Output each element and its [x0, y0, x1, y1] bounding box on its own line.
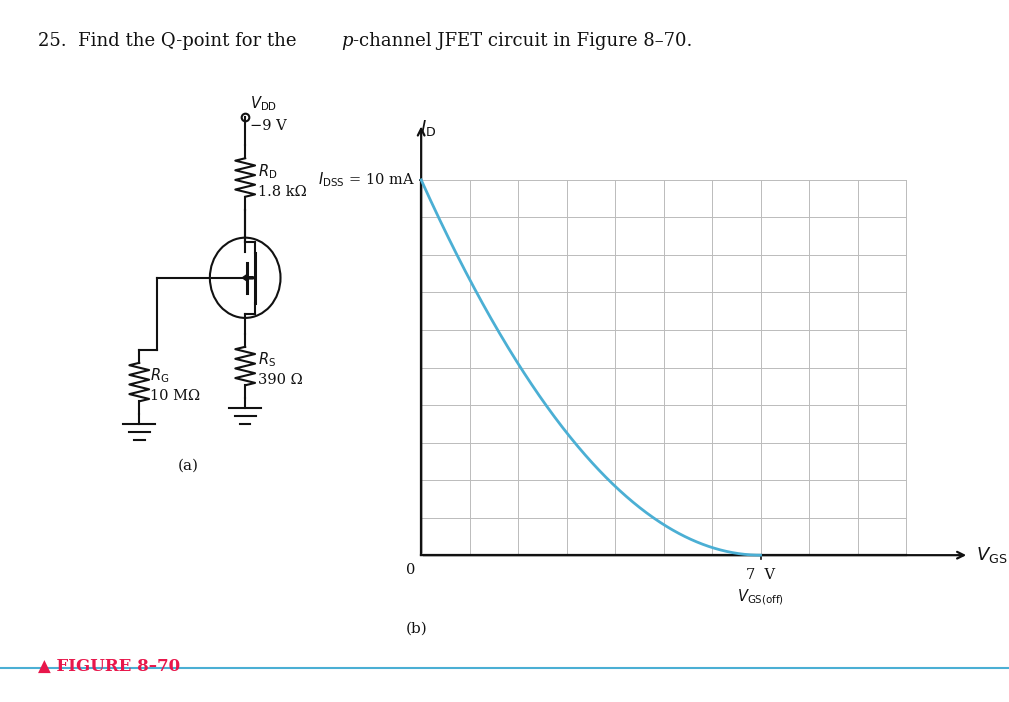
Text: (b): (b)	[406, 621, 428, 635]
Text: ▲ FIGURE 8–70: ▲ FIGURE 8–70	[38, 658, 181, 675]
Text: $R_{\mathrm{G}}$: $R_{\mathrm{G}}$	[149, 366, 170, 385]
Text: $R_{\mathrm{D}}$: $R_{\mathrm{D}}$	[257, 162, 276, 181]
Text: $V_{\mathrm{DD}}$: $V_{\mathrm{DD}}$	[250, 95, 277, 113]
Text: $I_{\mathrm{D}}$: $I_{\mathrm{D}}$	[421, 118, 437, 138]
Text: $V_{\mathrm{GS}}$: $V_{\mathrm{GS}}$	[977, 545, 1008, 565]
Text: −9 V: −9 V	[250, 119, 288, 133]
Text: p: p	[341, 32, 352, 50]
Text: 25.  Find the Q-point for the: 25. Find the Q-point for the	[38, 32, 303, 50]
FancyArrow shape	[242, 274, 253, 281]
Text: 7  V: 7 V	[746, 569, 775, 583]
Text: 390 Ω: 390 Ω	[257, 373, 303, 387]
Text: 0: 0	[406, 563, 416, 576]
Text: $V_{\mathrm{GS(off)}}$: $V_{\mathrm{GS(off)}}$	[737, 587, 784, 607]
Text: 10 MΩ: 10 MΩ	[149, 389, 200, 403]
Text: (a): (a)	[179, 458, 199, 472]
Text: -channel JFET circuit in Figure 8–70.: -channel JFET circuit in Figure 8–70.	[353, 32, 692, 50]
Text: $I_{\mathrm{DSS}}$ = 10 mA: $I_{\mathrm{DSS}}$ = 10 mA	[318, 171, 416, 190]
Text: $R_{\mathrm{S}}$: $R_{\mathrm{S}}$	[257, 351, 275, 369]
Text: 1.8 kΩ: 1.8 kΩ	[257, 185, 307, 199]
